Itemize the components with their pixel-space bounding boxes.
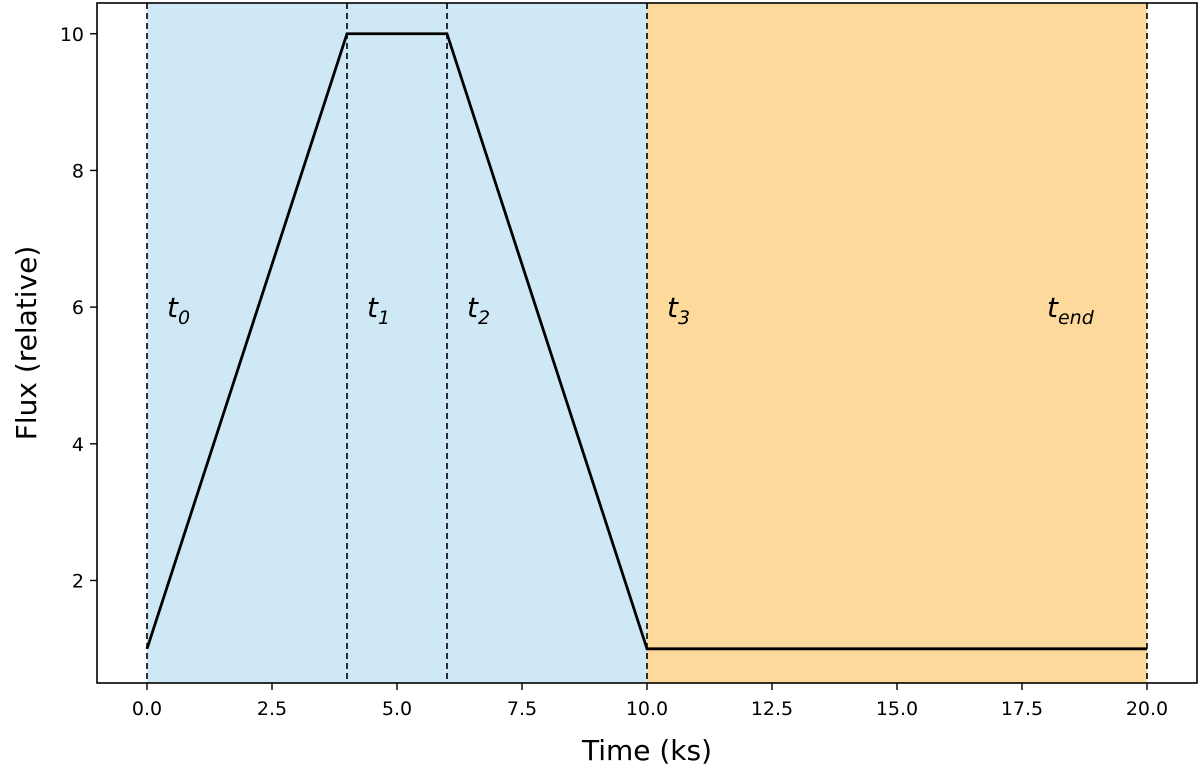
phase-annotations: t0 t1 t2 t3 tend: [167, 291, 1095, 329]
shaded-region-1: [647, 3, 1147, 683]
flux-series: [145, 32, 1147, 651]
annotation-label-2: t2: [467, 291, 490, 329]
y-tick-label-4: 10: [60, 24, 84, 46]
series-line-0: [145, 32, 1147, 651]
x-tick-label-2: 5.0: [382, 698, 412, 720]
shaded-region-0: [147, 3, 647, 683]
x-tick-label-6: 15.0: [876, 698, 918, 720]
x-tick-label-3: 7.5: [507, 698, 537, 720]
annotation-label-4: tend: [1047, 291, 1095, 329]
shaded-regions: [147, 3, 1147, 683]
y-axis-ticks: 2 4 6 8 10: [60, 24, 97, 592]
x-axis-label: Time (ks): [581, 734, 712, 767]
phase-boundary-lines: [146, 3, 1148, 683]
annotation-label-1: t1: [367, 291, 390, 329]
x-tick-label-0: 0.0: [132, 698, 162, 720]
annotation-label-0: t0: [167, 291, 190, 329]
x-tick-label-8: 20.0: [1126, 698, 1168, 720]
y-tick-label-1: 4: [72, 434, 84, 456]
y-tick-label-0: 2: [72, 570, 84, 592]
x-tick-label-1: 2.5: [257, 698, 287, 720]
y-tick-label-2: 6: [72, 297, 84, 319]
x-tick-label-4: 10.0: [626, 698, 668, 720]
x-axis-ticks: 0.0 2.5 5.0 7.5 10.0 12.5 15.0 17.5 20.0: [132, 683, 1168, 720]
x-tick-label-5: 12.5: [751, 698, 793, 720]
annotation-label-3: t3: [667, 291, 690, 329]
y-axis-label: Flux (relative): [10, 246, 43, 441]
y-tick-label-3: 8: [72, 160, 84, 182]
x-tick-label-7: 17.5: [1001, 698, 1043, 720]
